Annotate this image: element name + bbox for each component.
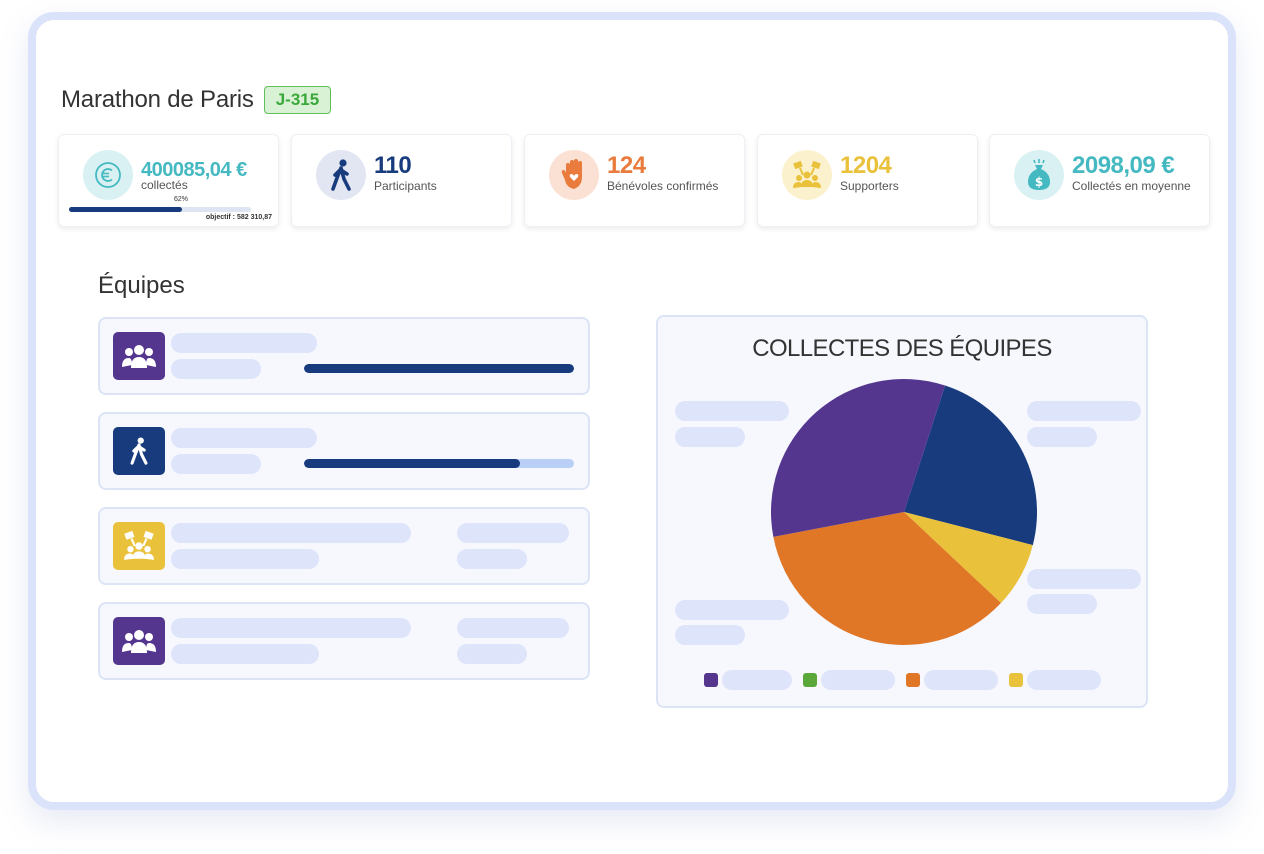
chart-title: COLLECTES DES ÉQUIPES — [752, 335, 1052, 362]
placeholder-pill — [1027, 427, 1097, 447]
stat-card-collected[interactable]: 400085,04 € collectés 62% objectif : 582… — [58, 134, 279, 227]
stat-label: Bénévoles confirmés — [607, 179, 719, 193]
supporters-icon — [782, 150, 832, 200]
team-card[interactable] — [98, 412, 590, 490]
teams-section-title: Équipes — [98, 272, 185, 299]
placeholder-pill — [675, 401, 789, 421]
group-icon — [113, 332, 165, 380]
placeholder-pill — [171, 644, 319, 664]
legend-label-placeholder — [722, 670, 792, 690]
placeholder-pill — [1027, 594, 1097, 614]
progress-goal: objectif : 582 310,87 — [205, 214, 272, 221]
stat-value: 1204 — [840, 152, 892, 179]
placeholder-pill — [1027, 401, 1141, 421]
legend-swatch — [906, 673, 920, 687]
team-progress-fill — [304, 364, 574, 373]
walker-icon — [113, 427, 165, 475]
progress-fill — [69, 207, 182, 212]
pie-chart — [771, 379, 1037, 645]
stat-label: Collectés en moyenne — [1072, 179, 1191, 193]
placeholder-pill — [171, 523, 411, 543]
team-progress-bar — [304, 459, 574, 468]
placeholder-pill — [675, 625, 745, 645]
event-header: Marathon de Paris J-315 — [61, 86, 332, 114]
countdown-badge: J-315 — [263, 86, 332, 114]
placeholder-pill — [171, 333, 317, 353]
stat-label: Participants — [374, 179, 437, 193]
placeholder-pill — [171, 618, 411, 638]
team-card[interactable] — [98, 317, 590, 395]
progress-bar — [69, 207, 251, 212]
stat-card-volunteers[interactable]: 124 Bénévoles confirmés — [524, 134, 745, 227]
team-progress-bar — [304, 364, 574, 373]
placeholder-pill — [171, 428, 317, 448]
placeholder-pill — [457, 549, 527, 569]
event-title: Marathon de Paris — [61, 86, 254, 113]
svg-text:$: $ — [1035, 175, 1043, 189]
pie-slice-2[interactable] — [904, 512, 1033, 604]
legend-label-placeholder — [821, 670, 895, 690]
team-card[interactable] — [98, 602, 590, 680]
euro-icon — [83, 150, 133, 200]
supporters-icon — [113, 522, 165, 570]
team-collections-chart-card: COLLECTES DES ÉQUIPES — [656, 315, 1148, 708]
placeholder-pill — [457, 618, 569, 638]
stat-value: 2098,09 € — [1072, 152, 1175, 179]
team-card[interactable] — [98, 507, 590, 585]
stat-value: 110 — [374, 152, 412, 179]
placeholder-pill — [457, 523, 569, 543]
stat-card-participants[interactable]: 110 Participants — [291, 134, 512, 227]
placeholder-pill — [171, 454, 261, 474]
placeholder-pill — [675, 600, 789, 620]
money-bag-icon: $ — [1014, 150, 1064, 200]
legend-label-placeholder — [924, 670, 998, 690]
legend-label-placeholder — [1027, 670, 1101, 690]
stat-label: Supporters — [840, 179, 899, 193]
hand-heart-icon — [549, 150, 599, 200]
legend-swatch — [1009, 673, 1023, 687]
walker-icon — [316, 150, 366, 200]
stat-value: 400085,04 € — [141, 159, 247, 181]
placeholder-pill — [1027, 569, 1141, 589]
team-progress-fill — [304, 459, 520, 468]
stat-label: collectés — [141, 178, 188, 192]
placeholder-pill — [171, 359, 261, 379]
placeholder-pill — [675, 427, 745, 447]
stat-value: 124 — [607, 152, 646, 179]
stat-card-supporters[interactable]: 1204 Supporters — [757, 134, 978, 227]
placeholder-pill — [457, 644, 527, 664]
pie-slice-1[interactable] — [904, 385, 1037, 546]
progress-percent: 62% — [174, 196, 189, 203]
legend-swatch — [803, 673, 817, 687]
pie-slice-4[interactable] — [771, 379, 946, 537]
legend-swatch — [704, 673, 718, 687]
stat-card-average[interactable]: $ 2098,09 € Collectés en moyenne — [989, 134, 1210, 227]
pie-slice-3[interactable] — [773, 512, 1001, 645]
placeholder-pill — [171, 549, 319, 569]
group-icon — [113, 617, 165, 665]
